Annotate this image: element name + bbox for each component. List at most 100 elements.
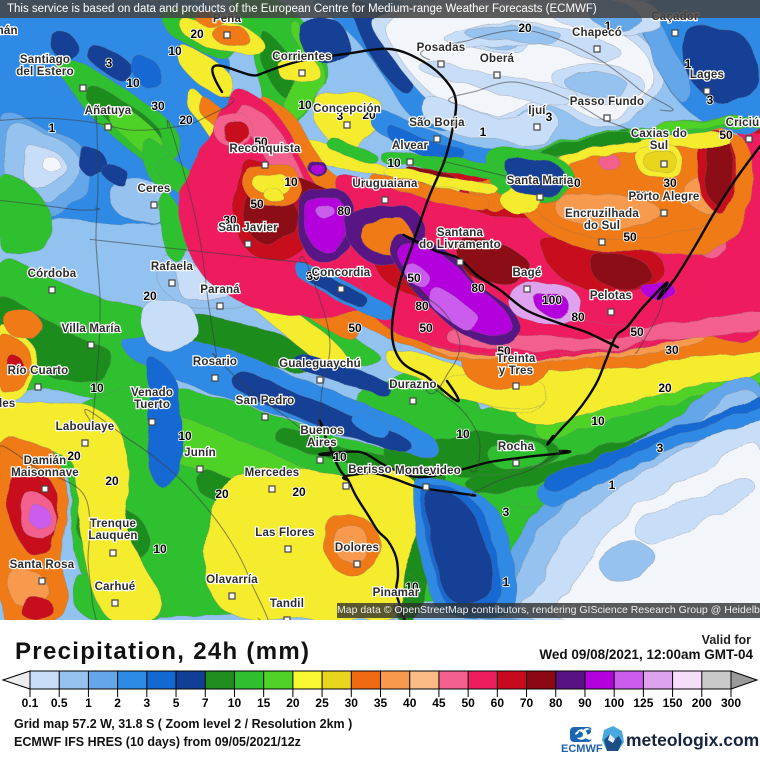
svg-text:50: 50 [634, 189, 648, 203]
svg-text:5: 5 [173, 696, 180, 710]
svg-text:50: 50 [630, 325, 644, 339]
svg-text:Lauquen: Lauquen [88, 530, 137, 542]
svg-text:30: 30 [306, 269, 320, 283]
svg-text:umán: umán [0, 25, 18, 37]
svg-text:Uruguaiana: Uruguaiana [352, 178, 418, 190]
svg-text:80: 80 [571, 310, 585, 324]
svg-text:Dolores: Dolores [335, 542, 379, 554]
svg-text:Santa Maria: Santa Maria [507, 175, 574, 187]
svg-text:50: 50 [419, 321, 433, 335]
svg-text:10: 10 [456, 427, 470, 441]
svg-text:1: 1 [85, 696, 92, 710]
svg-text:1: 1 [605, 19, 612, 33]
svg-text:3: 3 [546, 110, 553, 124]
svg-text:10: 10 [126, 76, 140, 90]
svg-text:Pinamar: Pinamar [373, 587, 420, 599]
svg-text:30: 30 [151, 99, 165, 113]
svg-text:1: 1 [609, 478, 616, 492]
svg-text:10: 10 [178, 429, 192, 443]
svg-text:Montevideo: Montevideo [395, 465, 461, 477]
svg-text:300: 300 [721, 696, 741, 710]
svg-text:30: 30 [567, 176, 581, 190]
svg-text:Junín: Junín [184, 447, 216, 459]
svg-text:Concepción: Concepción [313, 103, 381, 115]
svg-text:Santa Rosa: Santa Rosa [10, 559, 75, 571]
svg-text:50: 50 [254, 135, 268, 149]
svg-text:Caxias do: Caxias do [631, 128, 687, 140]
svg-text:Berisso: Berisso [348, 464, 392, 476]
svg-text:Corrientes: Corrientes [272, 51, 332, 63]
svg-text:7: 7 [202, 696, 209, 710]
svg-text:Santana: Santana [437, 227, 484, 239]
svg-text:Gualeguaychú: Gualeguaychú [279, 358, 361, 370]
svg-text:25: 25 [315, 696, 329, 710]
svg-text:150: 150 [663, 696, 683, 710]
svg-text:3: 3 [707, 93, 714, 107]
svg-text:45: 45 [432, 696, 446, 710]
svg-text:3: 3 [657, 441, 664, 455]
svg-text:3: 3 [337, 109, 344, 123]
svg-text:Santiago: Santiago [20, 54, 70, 66]
svg-text:200: 200 [692, 696, 712, 710]
svg-text:Sul: Sul [650, 140, 669, 152]
svg-text:10: 10 [284, 175, 298, 189]
svg-text:50: 50 [497, 344, 511, 358]
svg-text:Concordia: Concordia [312, 267, 371, 279]
svg-text:Las Flores: Las Flores [255, 527, 315, 539]
svg-text:30: 30 [665, 343, 679, 357]
svg-text:Lages: Lages [690, 69, 724, 81]
svg-text:80: 80 [337, 204, 351, 218]
svg-text:Rosario: Rosario [193, 356, 237, 368]
svg-text:40: 40 [403, 696, 417, 710]
svg-text:Carhué: Carhué [95, 581, 136, 593]
svg-text:Bagé: Bagé [513, 267, 542, 279]
svg-text:Damián: Damián [24, 455, 67, 467]
svg-text:20: 20 [518, 21, 532, 35]
svg-text:90: 90 [578, 696, 592, 710]
svg-text:20: 20 [658, 381, 672, 395]
svg-text:30: 30 [223, 213, 237, 227]
svg-text:Rocha: Rocha [498, 441, 535, 453]
svg-text:20: 20 [215, 487, 229, 501]
svg-text:do Livramento: do Livramento [419, 239, 501, 251]
svg-text:15: 15 [257, 696, 271, 710]
svg-text:Reconquista: Reconquista [229, 143, 301, 155]
svg-text:70: 70 [520, 696, 534, 710]
svg-text:Passo Fundo: Passo Fundo [570, 96, 644, 108]
svg-text:Ijuí: Ijuí [528, 105, 546, 117]
svg-text:10: 10 [90, 381, 104, 395]
svg-text:1: 1 [49, 121, 56, 135]
svg-text:30: 30 [663, 176, 677, 190]
svg-text:del Estero: del Estero [16, 66, 74, 78]
svg-text:0.1: 0.1 [22, 696, 39, 710]
svg-text:100: 100 [542, 293, 562, 307]
svg-text:San Pedro: San Pedro [236, 395, 295, 407]
svg-text:Alvear: Alvear [392, 140, 429, 152]
svg-text:20: 20 [179, 113, 193, 127]
svg-text:3: 3 [106, 56, 113, 70]
svg-text:Porto Alegre: Porto Alegre [629, 191, 700, 203]
svg-text:1: 1 [480, 125, 487, 139]
svg-text:Criciúma: Criciúma [726, 117, 760, 129]
svg-text:50: 50 [461, 696, 475, 710]
svg-text:Laboulaye: Laboulaye [56, 421, 115, 433]
svg-text:Venado: Venado [131, 387, 173, 399]
svg-text:100: 100 [604, 696, 624, 710]
svg-text:2: 2 [114, 696, 121, 710]
svg-text:San Javier: San Javier [218, 222, 278, 234]
svg-text:Córdoba: Córdoba [28, 268, 77, 280]
svg-text:do Sul: do Sul [584, 220, 620, 232]
svg-text:10: 10 [298, 98, 312, 112]
svg-text:Tandil: Tandil [270, 598, 304, 610]
svg-text:Aires: Aires [307, 437, 337, 449]
svg-text:80: 80 [549, 696, 563, 710]
svg-text:20: 20 [190, 27, 204, 41]
svg-text:50: 50 [719, 128, 733, 142]
svg-text:1: 1 [503, 575, 510, 589]
svg-text:Posadas: Posadas [417, 42, 466, 54]
svg-text:10: 10 [228, 696, 242, 710]
svg-text:Río Cuarto: Río Cuarto [8, 365, 69, 377]
svg-text:y Tres: y Tres [499, 365, 533, 377]
svg-text:Villa María: Villa María [62, 323, 121, 335]
svg-text:0.5: 0.5 [51, 696, 68, 710]
